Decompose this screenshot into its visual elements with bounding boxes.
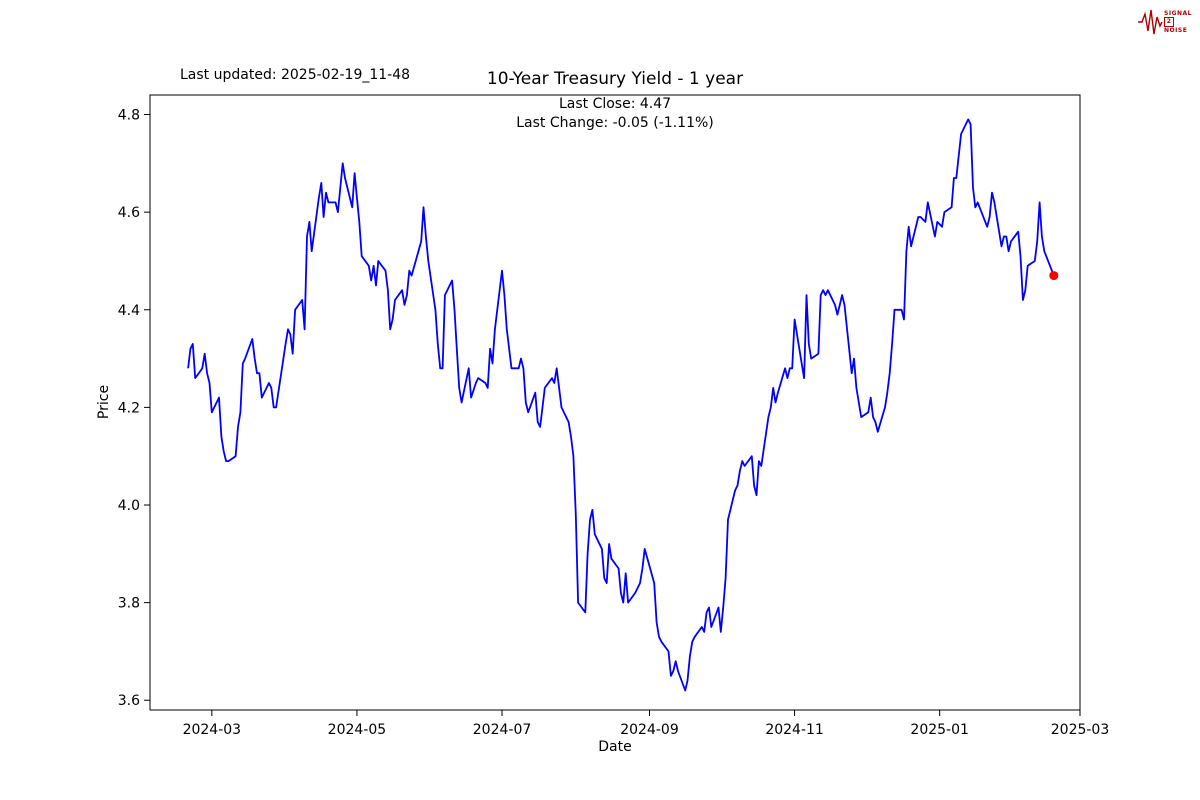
x-tick-label: 2024-09 — [620, 722, 679, 738]
last-updated-text: Last updated: 2025-02-19_11-48 — [180, 67, 411, 83]
axes-frame — [149, 94, 1081, 711]
signal2noise-logo: SIGNAL 2 NOISE — [1137, 4, 1192, 40]
last-price-marker — [1049, 271, 1059, 281]
last-change-text: Last Change: -0.05 (-1.11%) — [516, 115, 714, 131]
price-line — [187, 118, 1055, 692]
x-tick-label: 2025-01 — [910, 722, 969, 738]
waveform-icon — [1138, 9, 1163, 35]
y-tick-label: 3.8 — [118, 596, 140, 612]
y-tick-label: 4.2 — [118, 400, 140, 416]
logo-line-noise: NOISE — [1164, 26, 1188, 34]
x-tick-label: 2025-03 — [1051, 722, 1110, 738]
x-tick-label: 2024-03 — [183, 722, 242, 738]
y-tick-label: 4.4 — [118, 303, 140, 319]
logo-line-signal: SIGNAL — [1164, 9, 1192, 17]
chart-title: 10-Year Treasury Yield - 1 year — [486, 69, 744, 89]
logo-text: SIGNAL 2 NOISE — [1164, 10, 1192, 35]
logo-line-2: 2 — [1164, 17, 1175, 27]
y-tick-label: 3.6 — [118, 693, 140, 709]
x-axis-label: Date — [598, 739, 632, 755]
y-tick-label: 4.8 — [118, 108, 140, 124]
y-tick-label: 4.6 — [118, 205, 140, 221]
x-tick-label: 2024-07 — [473, 722, 532, 738]
y-tick-label: 4.0 — [118, 498, 140, 514]
x-tick-label: 2024-05 — [328, 722, 387, 738]
last-close-text: Last Close: 4.47 — [558, 96, 672, 112]
x-tick-label: 2024-11 — [765, 722, 824, 738]
